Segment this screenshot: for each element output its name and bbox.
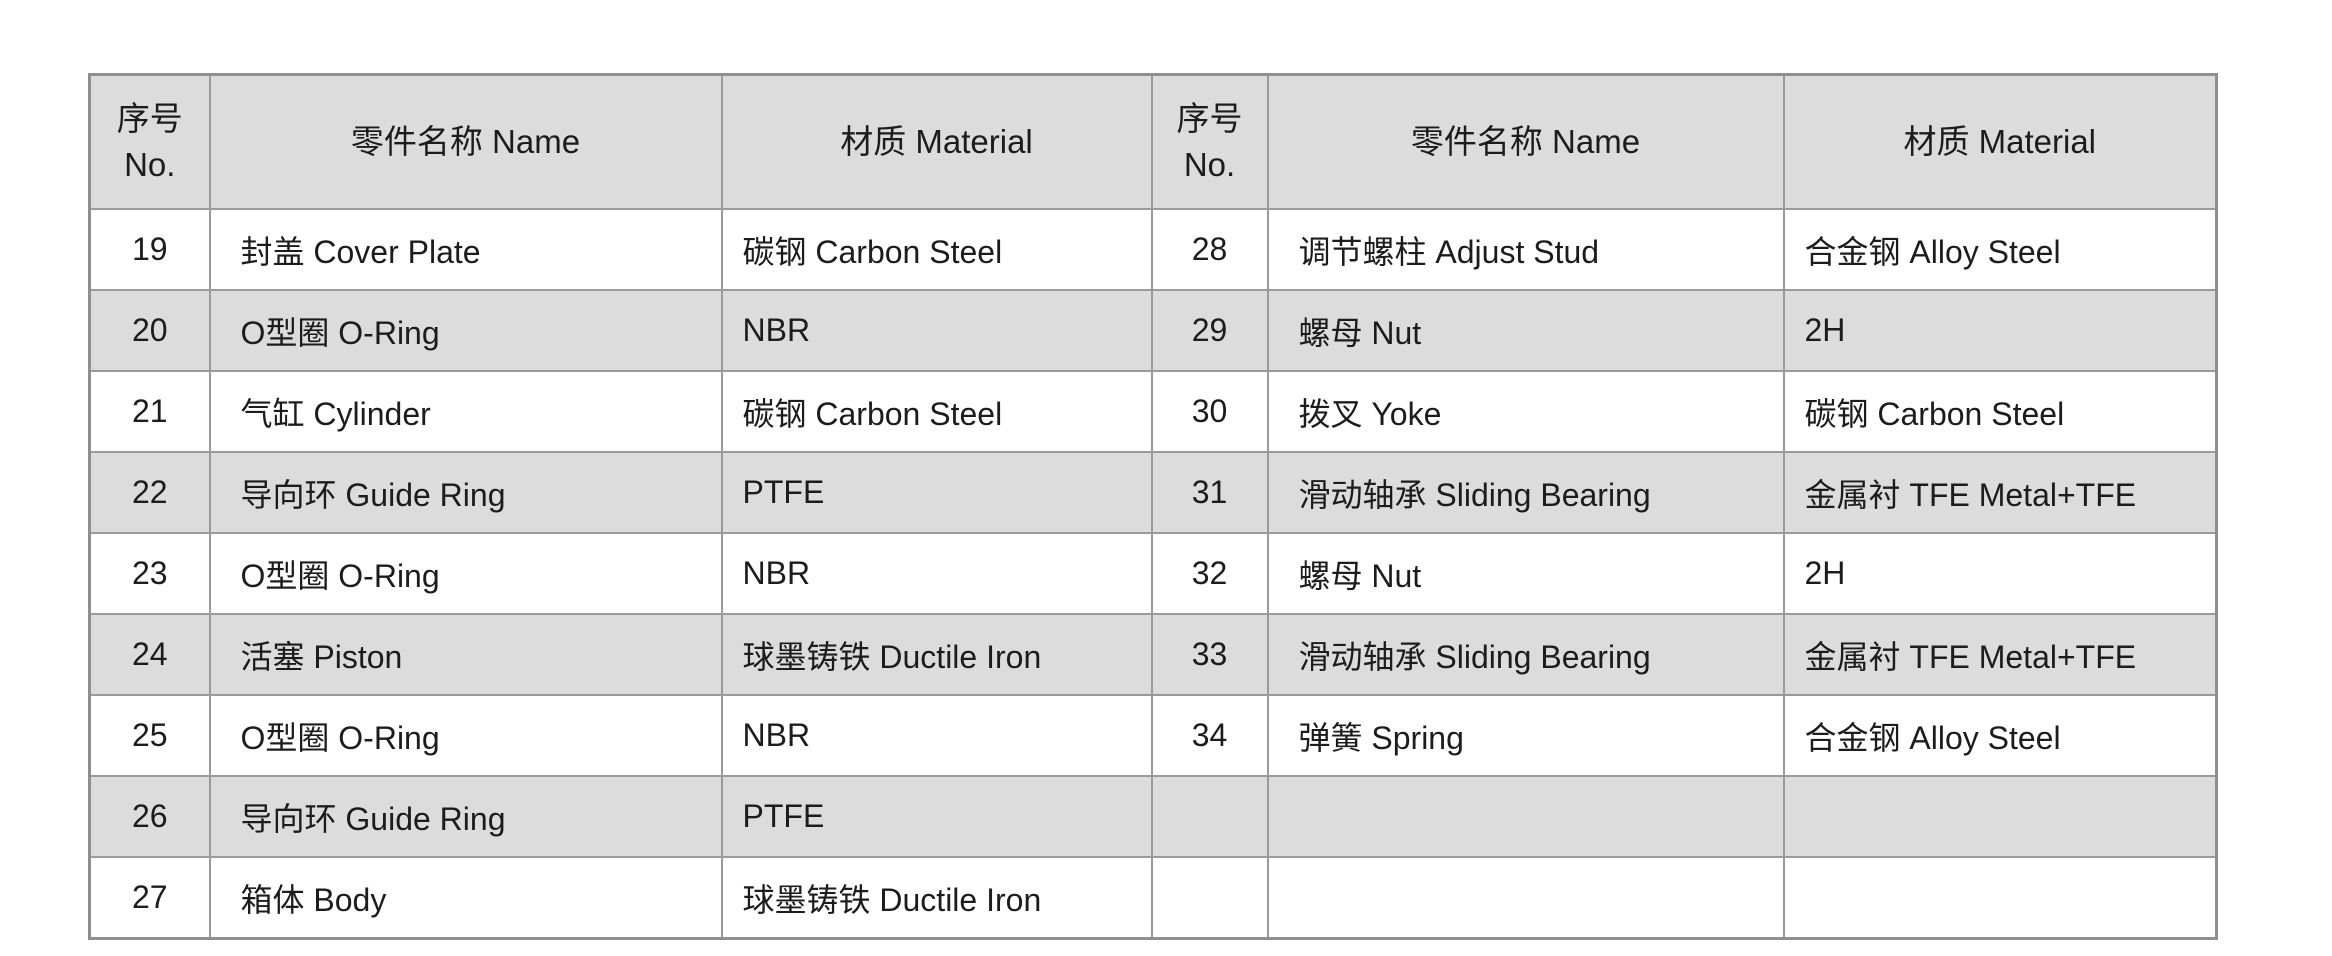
header-no-zh: 序号	[116, 99, 183, 137]
parts-table-body: 19 封盖 Cover Plate 碳钢 Carbon Steel 28 调节螺柱 Ad…	[88, 208, 2218, 940]
cell-no-left: 25	[88, 694, 211, 777]
cell-name-left: O型圈 O-Ring	[208, 694, 723, 777]
table-row: 21 气缸 Cylinder 碳钢 Carbon Steel 30 拨叉 Yoke 碳钢 …	[88, 370, 2218, 453]
cell-no-right: 34	[1150, 694, 1269, 777]
header-material-right: 材质 Material	[1782, 73, 2218, 210]
parts-table: 序号 No. 零件名称 Name 材质 Material 序号 No. 零件名称…	[88, 73, 2218, 940]
cell-material-left: 球墨铸铁 Ductile Iron	[720, 856, 1153, 940]
cell-material-right: 合金钢 Alloy Steel	[1782, 694, 2218, 777]
table-row: 27 箱体 Body 球墨铸铁 Ductile Iron	[88, 856, 2218, 940]
cell-no-right: 31	[1150, 451, 1269, 534]
cell-name-right	[1266, 856, 1785, 940]
table-row: 22 导向环 Guide Ring PTFE 31 滑动轴承 Sliding Beari…	[88, 451, 2218, 534]
header-no-left: 序号 No.	[88, 73, 211, 210]
table-row: 24 活塞 Piston 球墨铸铁 Ductile Iron 33 滑动轴承 Slidi…	[88, 613, 2218, 696]
table-header: 序号 No. 零件名称 Name 材质 Material 序号 No. 零件名称…	[88, 73, 2218, 210]
cell-no-right: 28	[1150, 208, 1269, 291]
cell-material-right	[1782, 856, 2218, 940]
cell-name-left: 导向环 Guide Ring	[208, 451, 723, 534]
header-name-right: 零件名称 Name	[1266, 73, 1785, 210]
cell-no-left: 22	[88, 451, 211, 534]
header-material-left: 材质 Material	[720, 73, 1153, 210]
cell-name-right: 滑动轴承 Sliding Bearing	[1266, 451, 1785, 534]
cell-name-right: 调节螺柱 Adjust Stud	[1266, 208, 1785, 291]
cell-material-right: 金属衬 TFE Metal+TFE	[1782, 451, 2218, 534]
cell-no-left: 21	[88, 370, 211, 453]
cell-material-left: NBR	[720, 532, 1153, 615]
cell-no-right: 32	[1150, 532, 1269, 615]
cell-name-right: 滑动轴承 Sliding Bearing	[1266, 613, 1785, 696]
cell-no-left: 19	[88, 208, 211, 291]
cell-name-left: O型圈 O-Ring	[208, 289, 723, 372]
cell-no-right: 33	[1150, 613, 1269, 696]
header-no-en: No.	[1183, 146, 1236, 183]
header-no-zh: 序号	[1176, 99, 1243, 137]
cell-name-right: 弹簧 Spring	[1266, 694, 1785, 777]
cell-name-left: 活塞 Piston	[208, 613, 723, 696]
cell-no-left: 26	[88, 775, 211, 858]
cell-name-left: 气缸 Cylinder	[208, 370, 723, 453]
header-name-left: 零件名称 Name	[208, 73, 723, 210]
table-row: 19 封盖 Cover Plate 碳钢 Carbon Steel 28 调节螺柱 Ad…	[88, 208, 2218, 291]
header-no-en: No.	[124, 146, 176, 183]
cell-no-left: 27	[88, 856, 211, 940]
cell-name-left: 箱体 Body	[208, 856, 723, 940]
cell-material-left: 碳钢 Carbon Steel	[720, 370, 1153, 453]
cell-material-left: NBR	[720, 694, 1153, 777]
header-no-right: 序号 No.	[1150, 73, 1269, 210]
cell-name-left: 导向环 Guide Ring	[208, 775, 723, 858]
cell-material-right: 金属衬 TFE Metal+TFE	[1782, 613, 2218, 696]
cell-name-right: 螺母 Nut	[1266, 289, 1785, 372]
cell-no-right	[1150, 775, 1269, 858]
table-row: 25 O型圈 O-Ring NBR 34 弹簧 Spring 合金钢 Alloy Stee…	[88, 694, 2218, 777]
header-row: 序号 No. 零件名称 Name 材质 Material 序号 No. 零件名称…	[88, 73, 2218, 210]
cell-material-left: 球墨铸铁 Ductile Iron	[720, 613, 1153, 696]
cell-material-right: 合金钢 Alloy Steel	[1782, 208, 2218, 291]
cell-material-right: 碳钢 Carbon Steel	[1782, 370, 2218, 453]
table-row: 23 O型圈 O-Ring NBR 32 螺母 Nut 2H	[88, 532, 2218, 615]
cell-no-left: 23	[88, 532, 211, 615]
table-row: 20 O型圈 O-Ring NBR 29 螺母 Nut 2H	[88, 289, 2218, 372]
cell-material-right: 2H	[1782, 289, 2218, 372]
cell-material-left: 碳钢 Carbon Steel	[720, 208, 1153, 291]
cell-no-left: 24	[88, 613, 211, 696]
cell-material-left: PTFE	[720, 775, 1153, 858]
cell-name-right: 拨叉 Yoke	[1266, 370, 1785, 453]
cell-no-left: 20	[88, 289, 211, 372]
cell-material-right	[1782, 775, 2218, 858]
cell-no-right: 30	[1150, 370, 1269, 453]
cell-name-right: 螺母 Nut	[1266, 532, 1785, 615]
cell-name-left: 封盖 Cover Plate	[208, 208, 723, 291]
cell-no-right	[1150, 856, 1269, 940]
cell-material-right: 2H	[1782, 532, 2218, 615]
cell-no-right: 29	[1150, 289, 1269, 372]
cell-material-left: PTFE	[720, 451, 1153, 534]
cell-name-left: O型圈 O-Ring	[208, 532, 723, 615]
cell-material-left: NBR	[720, 289, 1153, 372]
cell-name-right	[1266, 775, 1785, 858]
table-row: 26 导向环 Guide Ring PTFE	[88, 775, 2218, 858]
